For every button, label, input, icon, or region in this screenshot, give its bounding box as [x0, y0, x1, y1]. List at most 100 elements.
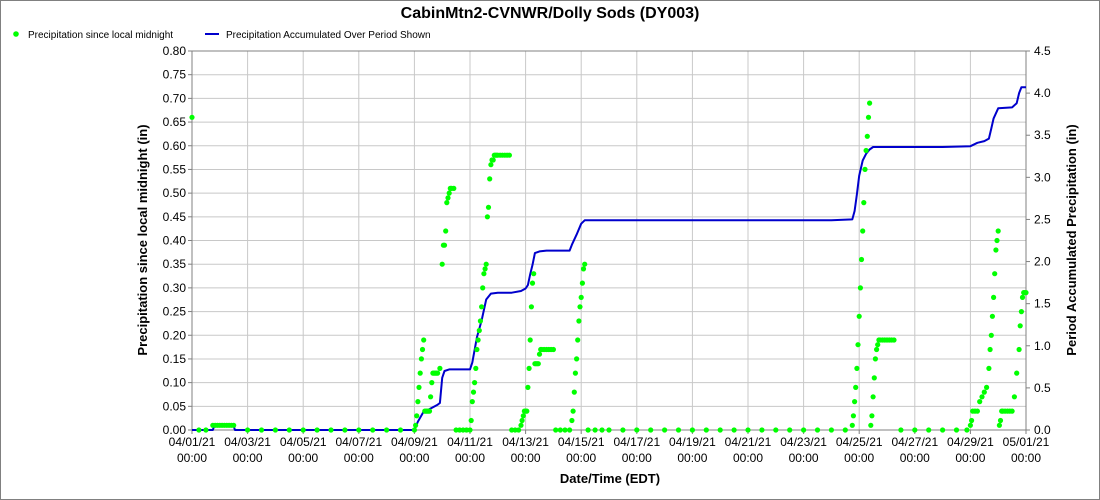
x-tick-date-label: 04/03/21: [224, 435, 271, 449]
x-tick-time-label: 00:00: [733, 451, 763, 465]
grid: [192, 51, 1026, 430]
x-tick-date-label: 05/01/21: [1003, 435, 1050, 449]
left-tick-label: 0.60: [163, 139, 187, 153]
precip-data-point: [413, 422, 419, 428]
left-tick-label: 0.35: [163, 257, 187, 271]
precip-data-point: [479, 304, 485, 310]
precip-data-point: [974, 408, 981, 414]
precip-data-point: [525, 384, 531, 390]
precip-data-point: [717, 427, 723, 433]
right-tick-label: 0.0: [1034, 423, 1051, 437]
right-tick-label: 3.0: [1034, 170, 1051, 184]
precip-data-point: [606, 427, 612, 433]
precip-data-point: [472, 380, 478, 386]
precip-data-point: [474, 346, 480, 353]
precip-data-point: [484, 214, 490, 220]
precip-data-point: [703, 427, 709, 433]
precip-data-point: [570, 408, 576, 414]
x-tick-time-label: 00:00: [288, 451, 318, 465]
precip-data-point: [567, 427, 573, 433]
x-tick-time-label: 00:00: [511, 451, 541, 465]
legend-label-precip-since-midnight: Precipitation since local midnight: [28, 30, 173, 41]
precip-data-point: [801, 427, 807, 433]
left-axis-label: Precipitation since local midnight (in): [135, 124, 150, 355]
legend-label-precip-accumulated: Precipitation Accumulated Over Period Sh…: [226, 30, 431, 41]
left-tick-label: 0.40: [163, 234, 187, 248]
precip-data-point: [1009, 408, 1015, 414]
precip-data-point: [580, 266, 587, 272]
left-axis-ticks: 0.00 0.05 0.10 0.15 0.20 0.25 0.30 0.35 0.40 0.45…: [163, 44, 192, 437]
left-tick-label: 0.25: [163, 305, 187, 319]
left-tick-label: 0.30: [163, 281, 187, 295]
precip-data-point: [490, 157, 496, 163]
precip-data-point: [988, 332, 994, 338]
precip-data-point: [451, 185, 457, 191]
precip-data-point: [411, 427, 417, 433]
right-tick-label: 2.5: [1034, 212, 1051, 226]
precip-data-point: [689, 427, 696, 433]
precip-data-point: [553, 427, 559, 433]
precip-data-point: [995, 228, 1001, 234]
precip-data-point: [854, 365, 860, 371]
precip-data-point: [477, 318, 483, 324]
since-midnight-series: [189, 100, 1029, 433]
precip-data-point: [1019, 294, 1026, 300]
left-tick-label: 0.45: [163, 210, 187, 224]
precip-data-point: [536, 351, 543, 357]
precip-data-point: [857, 285, 864, 291]
precip-data-point: [415, 399, 421, 405]
precip-data-point: [482, 266, 488, 272]
precip-data-point: [475, 337, 481, 343]
x-tick-date-label: 04/07/21: [335, 435, 382, 449]
precip-data-point: [940, 427, 946, 433]
precip-data-point: [585, 427, 591, 433]
precip-data-point: [977, 399, 983, 405]
precip-data-point: [787, 427, 793, 433]
x-tick-time-label: 00:00: [622, 451, 652, 465]
precip-data-point: [446, 190, 452, 196]
precip-data-point: [964, 427, 970, 433]
precip-data-point: [926, 427, 932, 433]
x-tick-date-label: 04/21/21: [725, 435, 772, 449]
precip-data-point: [531, 271, 537, 277]
precip-data-point: [520, 413, 526, 419]
precip-data-point: [582, 261, 588, 267]
precip-data-point: [984, 384, 990, 390]
precip-data-point: [996, 422, 1003, 428]
accumulated-precip-line: [192, 86, 1026, 431]
precip-data-point: [557, 427, 563, 433]
right-axis-ticks: 0.0 0.5 1.0 1.5 2.0 2.5 3.0 3.5 4.0 4.5: [1026, 44, 1051, 437]
left-tick-label: 0.00: [163, 423, 187, 437]
left-tick-label: 0.10: [163, 376, 187, 390]
precip-data-point: [997, 417, 1004, 424]
precip-data-point: [849, 422, 855, 428]
x-tick-time-label: 00:00: [677, 451, 707, 465]
precip-data-point: [875, 342, 881, 348]
x-tick-time-label: 00:00: [1011, 451, 1041, 465]
x-tick-date-label: 04/15/21: [558, 435, 605, 449]
precip-data-point: [258, 427, 265, 433]
x-tick-date-label: 04/25/21: [836, 435, 883, 449]
precip-data-point: [868, 422, 874, 428]
x-tick-date-label: 04/11/21: [447, 435, 493, 449]
right-tick-label: 2.0: [1034, 255, 1051, 269]
x-tick-time-label: 00:00: [344, 451, 374, 465]
precip-data-point: [245, 427, 251, 433]
precip-data-point: [864, 133, 870, 139]
x-axis-label: Date/Time (EDT): [560, 471, 660, 486]
precip-data-point: [300, 427, 306, 433]
precip-data-point: [480, 285, 486, 291]
precip-data-point: [745, 427, 751, 433]
precip-data-point: [858, 256, 865, 263]
precip-data-point: [814, 427, 821, 433]
precip-data-point: [569, 417, 575, 424]
x-tick-date-label: 04/05/21: [280, 435, 327, 449]
precip-data-point: [675, 427, 682, 433]
x-tick-time-label: 00:00: [177, 451, 207, 465]
precip-data-point: [414, 413, 420, 419]
left-tick-label: 0.15: [163, 352, 187, 366]
legend-item-blue-line: Precipitation Accumulated Over Period Sh…: [205, 30, 431, 41]
precip-data-point: [578, 294, 584, 300]
precip-data-point: [987, 346, 993, 353]
precip-data-point: [528, 304, 535, 310]
